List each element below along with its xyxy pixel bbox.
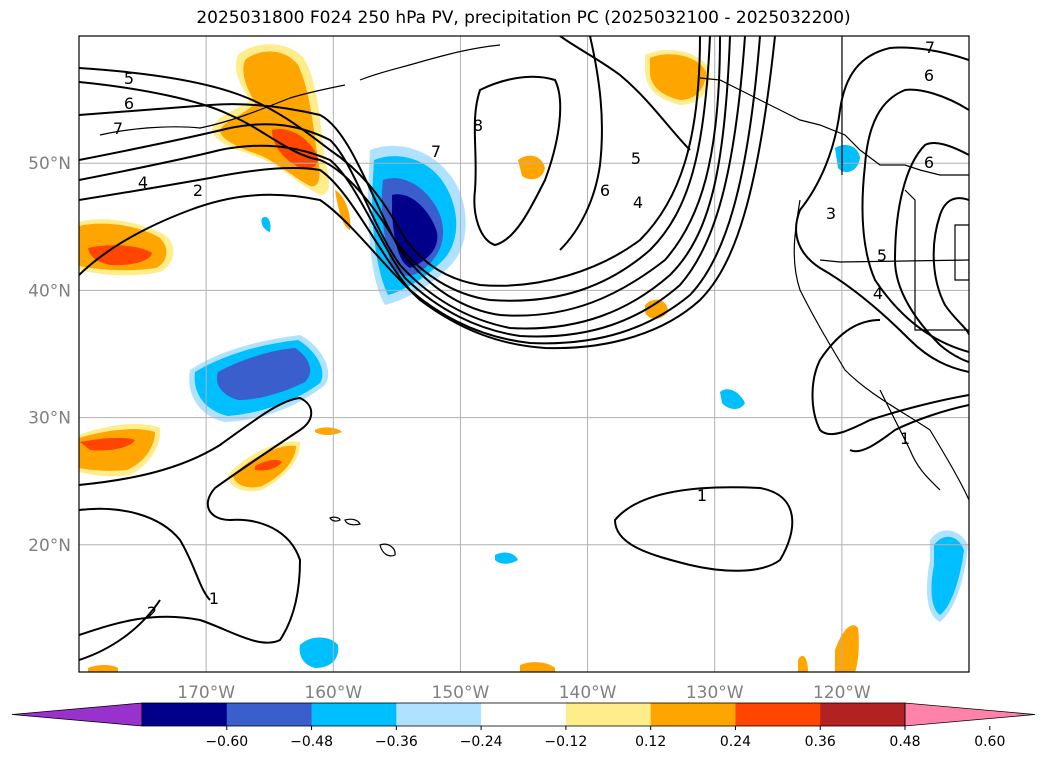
contour-label: 5	[877, 246, 887, 265]
colorbar-extend-low	[11, 702, 143, 727]
lon-tick-label: 120°W	[813, 683, 871, 703]
colorbar-bin	[142, 703, 228, 726]
lon-tick-label: 150°W	[432, 683, 490, 703]
colorbar-bin	[481, 703, 567, 726]
colorbar-extend-high	[904, 702, 1036, 727]
colorbar-tick-label: 0.36	[805, 734, 836, 750]
contour-label: 7	[925, 38, 935, 57]
colorbar-bin	[311, 703, 397, 726]
coastlines	[99, 36, 969, 557]
colorbar-bin	[396, 703, 482, 726]
pv-contours	[79, 36, 969, 661]
colorbar-tick-label: 0.12	[635, 734, 666, 750]
contour-label: 4	[138, 173, 148, 192]
contour-label: 7	[431, 142, 441, 161]
lon-tick-label: 140°W	[559, 683, 617, 703]
lat-tick-label: 20°N	[28, 536, 71, 556]
contour-label: 1	[209, 589, 219, 608]
colorbar-tick-label: 0.60	[974, 734, 1005, 750]
colorbar-tick-label: −0.24	[460, 734, 503, 750]
contour-label: 6	[924, 66, 934, 85]
lat-tick-labels: 20°N 30°N 40°N 50°N	[28, 154, 71, 556]
colorbar-bin	[226, 703, 313, 726]
contour-label: 1	[697, 486, 707, 505]
contour-label: 2	[193, 181, 203, 200]
colorbar-tick-label: −0.60	[205, 734, 248, 750]
contour-label: 5	[631, 149, 641, 168]
contour-label: 8	[473, 116, 483, 135]
lat-tick-label: 30°N	[28, 409, 71, 429]
colorbar-tick-label: 0.48	[889, 734, 920, 750]
colorbar-tick-label: −0.12	[544, 734, 587, 750]
lat-tick-label: 40°N	[28, 281, 71, 301]
contour-label: 2	[147, 603, 157, 622]
map-frame	[78, 35, 970, 673]
colorbar-bin	[820, 703, 906, 726]
negative-anomaly	[720, 389, 745, 410]
lon-tick-label: 170°W	[177, 683, 235, 703]
colorbar: −0.60 −0.48 −0.36 −0.24 −0.12 0.12 0.24 0.36 0.4…	[11, 702, 1036, 750]
colorbar-bin	[650, 703, 736, 726]
colorbar-bin	[565, 703, 652, 726]
lat-tick-label: 50°N	[28, 154, 71, 174]
contour-label: 4	[873, 284, 883, 303]
colorbar-bin	[735, 703, 821, 726]
negative-anomaly	[299, 637, 339, 668]
positive-anomaly	[518, 155, 545, 180]
contour-label: 4	[633, 193, 643, 212]
colorbar-tick-label: −0.48	[290, 734, 333, 750]
map-title: 2025031800 F024 250 hPa PV, precipitatio…	[196, 8, 851, 28]
negative-anomaly	[835, 145, 860, 173]
lon-tick-label: 160°W	[304, 683, 362, 703]
contour-label: 1	[900, 429, 910, 448]
lon-tick-label: 130°W	[686, 683, 744, 703]
colorbar-tick-label: 0.24	[720, 734, 751, 750]
contour-label: 6	[924, 153, 934, 172]
contour-label: 6	[600, 181, 610, 200]
contour-label: 6	[124, 94, 134, 113]
lon-tick-labels: 170°W 160°W 150°W 140°W 130°W 120°W	[177, 683, 871, 703]
contour-label: 5	[124, 69, 134, 88]
contour-label: 7	[113, 119, 123, 138]
contour-label: 3	[826, 204, 836, 223]
colorbar-tick-label: −0.36	[375, 734, 418, 750]
